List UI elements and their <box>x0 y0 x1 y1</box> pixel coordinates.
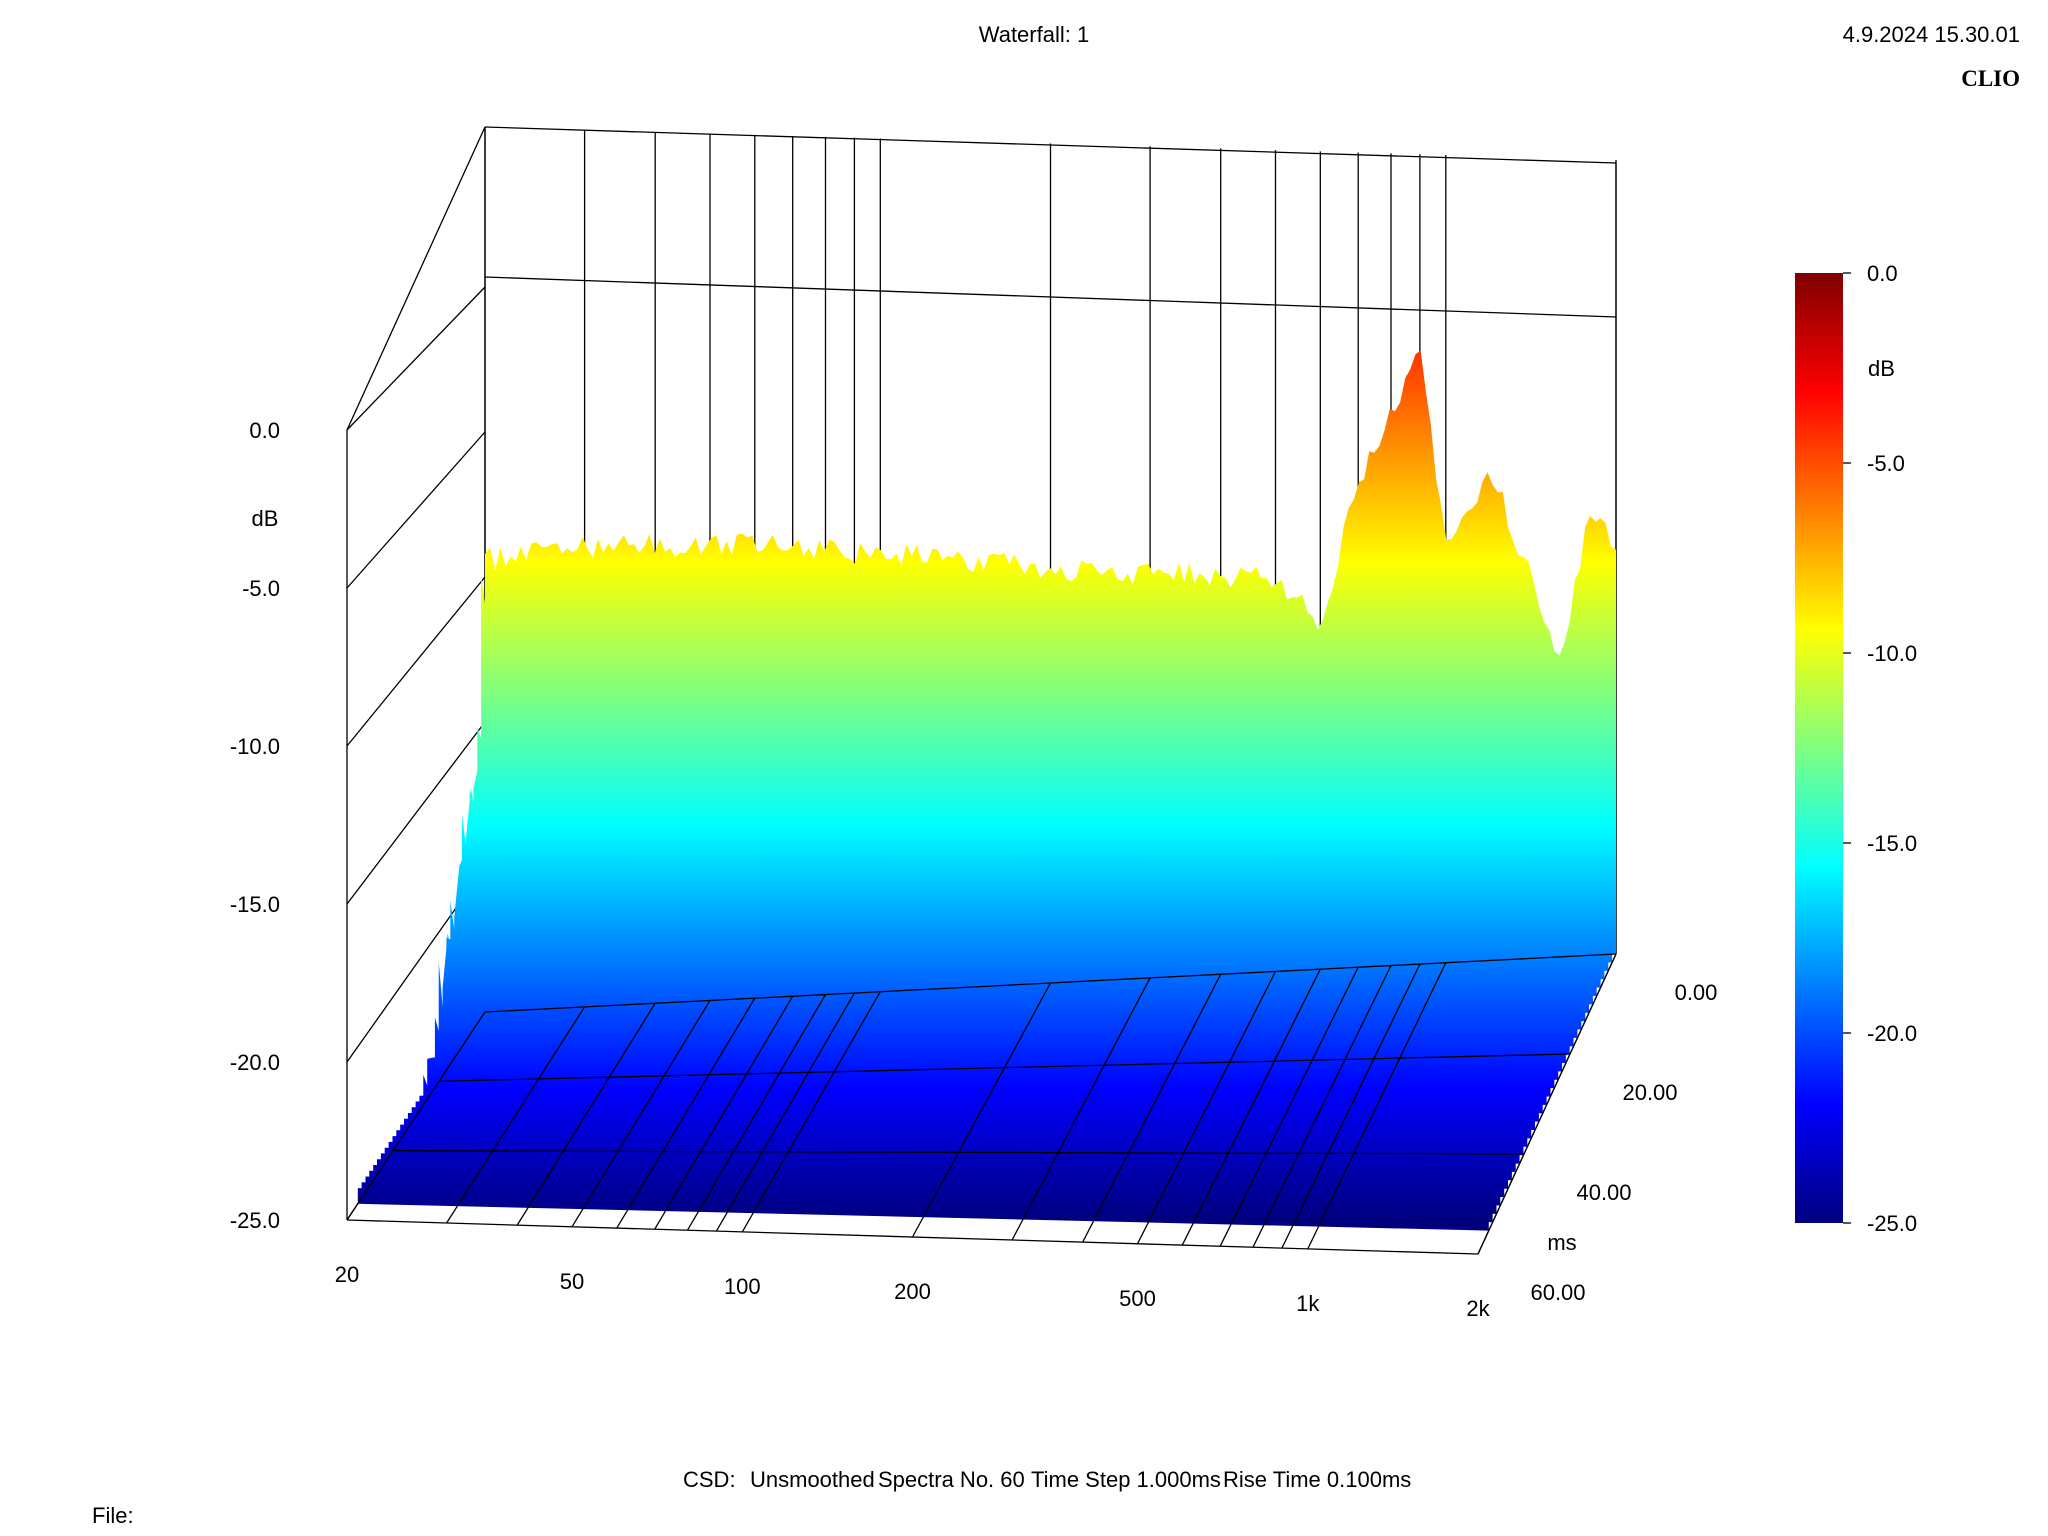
y-tick-label: -20.0 <box>230 1050 280 1075</box>
colorbar-unit-label: dB <box>1868 356 1895 381</box>
z-tick-label: 60.00 <box>1530 1280 1585 1305</box>
footer-smoothing: Unsmoothed <box>750 1467 875 1492</box>
floor-grid <box>346 953 1617 1255</box>
y-tick-label: 0.0 <box>249 418 280 443</box>
waterfall-slice <box>361 971 1493 1223</box>
z-tick-label: 40.00 <box>1576 1180 1631 1205</box>
x-axis: 20 50 100 200 500 1k 2k <box>335 1262 1491 1321</box>
colorbar-tick-label: -5.0 <box>1867 451 1905 476</box>
footer-spectra: Spectra No. 60 <box>878 1467 1025 1492</box>
x-tick-label: 50 <box>560 1269 584 1294</box>
x-tick-label: 20 <box>335 1262 359 1287</box>
colorbar-tick-label: 0.0 <box>1867 261 1898 286</box>
datetime-stamp: 4.9.2024 15.30.01 <box>1843 22 2020 47</box>
colorbar-tick-label: -25.0 <box>1867 1211 1917 1236</box>
z-axis: 0.00 20.00 40.00 60.00 <box>1530 980 1717 1305</box>
waterfall-surface <box>357 350 1616 1231</box>
z-axis-unit-label: ms <box>1547 1230 1576 1255</box>
x-tick-label: 2k <box>1466 1296 1490 1321</box>
chart-title: Waterfall: 1 <box>979 22 1089 47</box>
brand-logo: CLIO <box>1961 66 2020 91</box>
y-axis-unit-label: dB <box>252 506 279 531</box>
colorbar-tick-label: -20.0 <box>1867 1021 1917 1046</box>
footer-file-label: File: <box>92 1503 134 1528</box>
colorbar-tick-label: -10.0 <box>1867 641 1917 666</box>
footer-csd: CSD: <box>683 1467 736 1492</box>
colorbar: dB 0.0 -5.0 -10.0 -15.0 -20.0 -25.0 <box>1795 261 1917 1236</box>
waterfall-slice <box>357 957 1489 1231</box>
x-tick-label: 100 <box>724 1274 761 1299</box>
colorbar-gradient <box>1795 273 1843 1223</box>
y-axis: 0.0 -5.0 -10.0 -15.0 -20.0 -25.0 <box>230 418 280 1233</box>
footer-time-step: Time Step 1.000ms <box>1031 1467 1221 1492</box>
x-tick-label: 1k <box>1296 1291 1320 1316</box>
y-tick-label: -5.0 <box>242 576 280 601</box>
colorbar-tick-label: -15.0 <box>1867 831 1917 856</box>
z-tick-label: 20.00 <box>1622 1080 1677 1105</box>
y-tick-label: -25.0 <box>230 1208 280 1233</box>
x-tick-label: 200 <box>894 1279 931 1304</box>
x-tick-label: 500 <box>1119 1286 1156 1311</box>
y-tick-label: -15.0 <box>230 892 280 917</box>
z-tick-label: 0.00 <box>1675 980 1718 1005</box>
footer-rise-time: Rise Time 0.100ms <box>1223 1467 1411 1492</box>
waterfall-slice <box>485 350 1616 1012</box>
y-tick-label: -10.0 <box>230 734 280 759</box>
